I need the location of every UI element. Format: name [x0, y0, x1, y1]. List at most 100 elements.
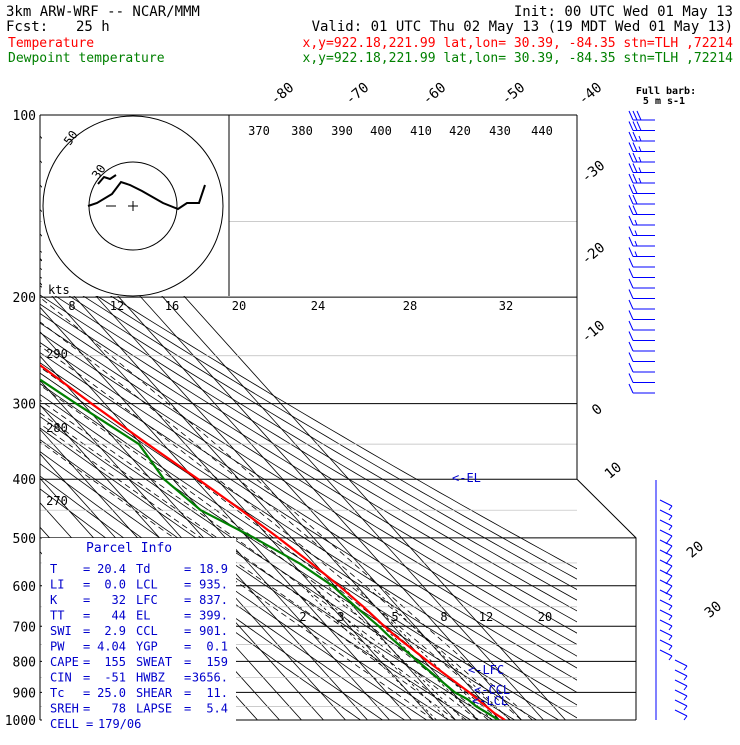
wind-barb-lower: [659, 549, 673, 565]
wind-barb-lower: [659, 629, 673, 641]
parcel-l1: SWI: [50, 624, 72, 638]
parcel-cell-value: 179/06: [98, 717, 141, 731]
moist-adiabat: [40, 412, 467, 720]
wind-barb-lower: [674, 669, 688, 681]
parcel-eq: =: [86, 717, 93, 731]
wind-barb: [628, 268, 655, 278]
parcel-v2: 5.4: [206, 702, 228, 716]
mixing-ratio-line: [301, 585, 437, 720]
wind-barb: [628, 226, 655, 236]
parcel-cell-label: CELL: [50, 717, 79, 731]
hodograph-axis-label: 24: [311, 299, 325, 313]
theta-label: 390: [331, 124, 353, 138]
wind-barb-lower: [674, 679, 688, 691]
theta-label: 430: [489, 124, 511, 138]
wind-barb-lower: [659, 649, 673, 661]
frame-right: [576, 115, 637, 720]
dry-adiabat: [40, 332, 577, 669]
parcel-eq: =: [184, 655, 191, 669]
parcel-v2: 0.1: [206, 640, 228, 654]
parcel-v1: 0.0: [104, 578, 126, 592]
temperature-profile: [40, 363, 506, 720]
mixing-ratio-label: 5: [391, 610, 398, 624]
temperature-legend: Temperature: [8, 36, 94, 51]
wind-barb-lower: [674, 689, 688, 701]
mixing-ratio-label: 3: [337, 610, 344, 624]
moist-adiabat: [40, 321, 522, 720]
temperature-axis-label: 10: [602, 459, 625, 482]
pressure-label: 300: [13, 398, 36, 413]
wind-barb-lower: [659, 589, 673, 601]
parcel-eq: =: [83, 640, 90, 654]
wind-barb-lower: [659, 539, 673, 555]
parcel-eq: =: [83, 624, 90, 638]
dewpoint-legend: Dewpoint temperature: [8, 51, 165, 66]
wind-barb: [628, 142, 655, 152]
wind-barb-lower: [659, 519, 673, 531]
wind-barb: [628, 215, 655, 226]
wind-barb: [628, 373, 655, 383]
dry-adiabat: [40, 303, 577, 634]
wind-barb-lower: [674, 699, 688, 711]
moist-adiabat: [40, 345, 511, 720]
parcel-v1: 155: [104, 655, 126, 669]
parcel-l2: EL: [136, 609, 150, 623]
parcel-v2: 18.9: [199, 562, 228, 576]
moist-adiabat: [40, 399, 478, 720]
theta-label: 440: [531, 124, 553, 138]
parcel-v2: 3656.: [192, 671, 228, 685]
pressure-label: 200: [13, 291, 36, 306]
theta-left-label: 290: [46, 347, 68, 361]
parcel-l2: CCL: [136, 624, 158, 638]
wind-barbs: [628, 110, 688, 721]
parcel-v1: 2.9: [104, 624, 126, 638]
temperature-axis-label: -70: [343, 80, 373, 109]
parcel-v2: 901.: [199, 624, 228, 638]
parcel-info-panel: Parcel Info T 20.4 Td 18.9= =LI 0.0 LCL 935.= =K…: [42, 538, 236, 731]
init-time: Init: 00 UTC Wed 01 May 13: [514, 4, 733, 20]
barb-legend-value: 5 m s-1: [643, 96, 685, 107]
parcel-l1: PW: [50, 640, 65, 654]
dry-adiabat: [40, 393, 538, 720]
pressure-label: 100: [13, 109, 36, 124]
parcel-l2: HWBZ: [136, 671, 165, 685]
fcst-label: Fcst:: [6, 19, 48, 35]
hodograph-axis-label: 20: [232, 299, 246, 313]
wind-barb: [628, 310, 655, 320]
moist-adiabat: [40, 296, 533, 720]
wind-barb: [628, 383, 655, 394]
parcel-v1: 25.0: [97, 686, 126, 700]
parcel-v1: 44: [112, 609, 126, 623]
wind-barb-lower: [659, 499, 673, 511]
parcel-l2: YGP: [136, 640, 158, 654]
pressure-label: 500: [13, 532, 36, 547]
parcel-l2: Td: [136, 562, 150, 576]
temperature-axis-label: -40: [576, 80, 606, 109]
theta-label: 400: [370, 124, 392, 138]
parcel-l1: LI: [50, 578, 64, 592]
parcel-l2: LCL: [136, 578, 158, 592]
parcel-eq: =: [184, 702, 191, 716]
pressure-label: 900: [13, 686, 36, 701]
theta-label: 370: [248, 124, 270, 138]
wind-barb: [628, 331, 655, 341]
dry-adiabat: [40, 362, 577, 706]
parcel-l1: T: [50, 562, 57, 576]
mixing-ratio-line: [312, 585, 449, 720]
wind-barb: [628, 121, 655, 131]
parcel-eq: =: [184, 578, 191, 592]
dry-adiabat: [40, 372, 577, 719]
valid-time: Valid: 01 UTC Thu 02 May 13 (19 MDT Wed …: [312, 19, 733, 35]
isotherm: [40, 282, 434, 720]
parcel-l1: K: [50, 593, 58, 607]
wind-barb: [628, 257, 655, 268]
parcel-v1: 4.04: [97, 640, 126, 654]
isotherm: [40, 306, 412, 720]
pressure-label: 800: [13, 655, 36, 670]
hodograph-axis-label: 16: [165, 299, 179, 313]
parcel-v2: 399.: [199, 609, 228, 623]
temperature-axis-label: -10: [579, 318, 609, 347]
wind-barb-lower: [659, 599, 673, 611]
parcel-eq: =: [184, 593, 191, 607]
